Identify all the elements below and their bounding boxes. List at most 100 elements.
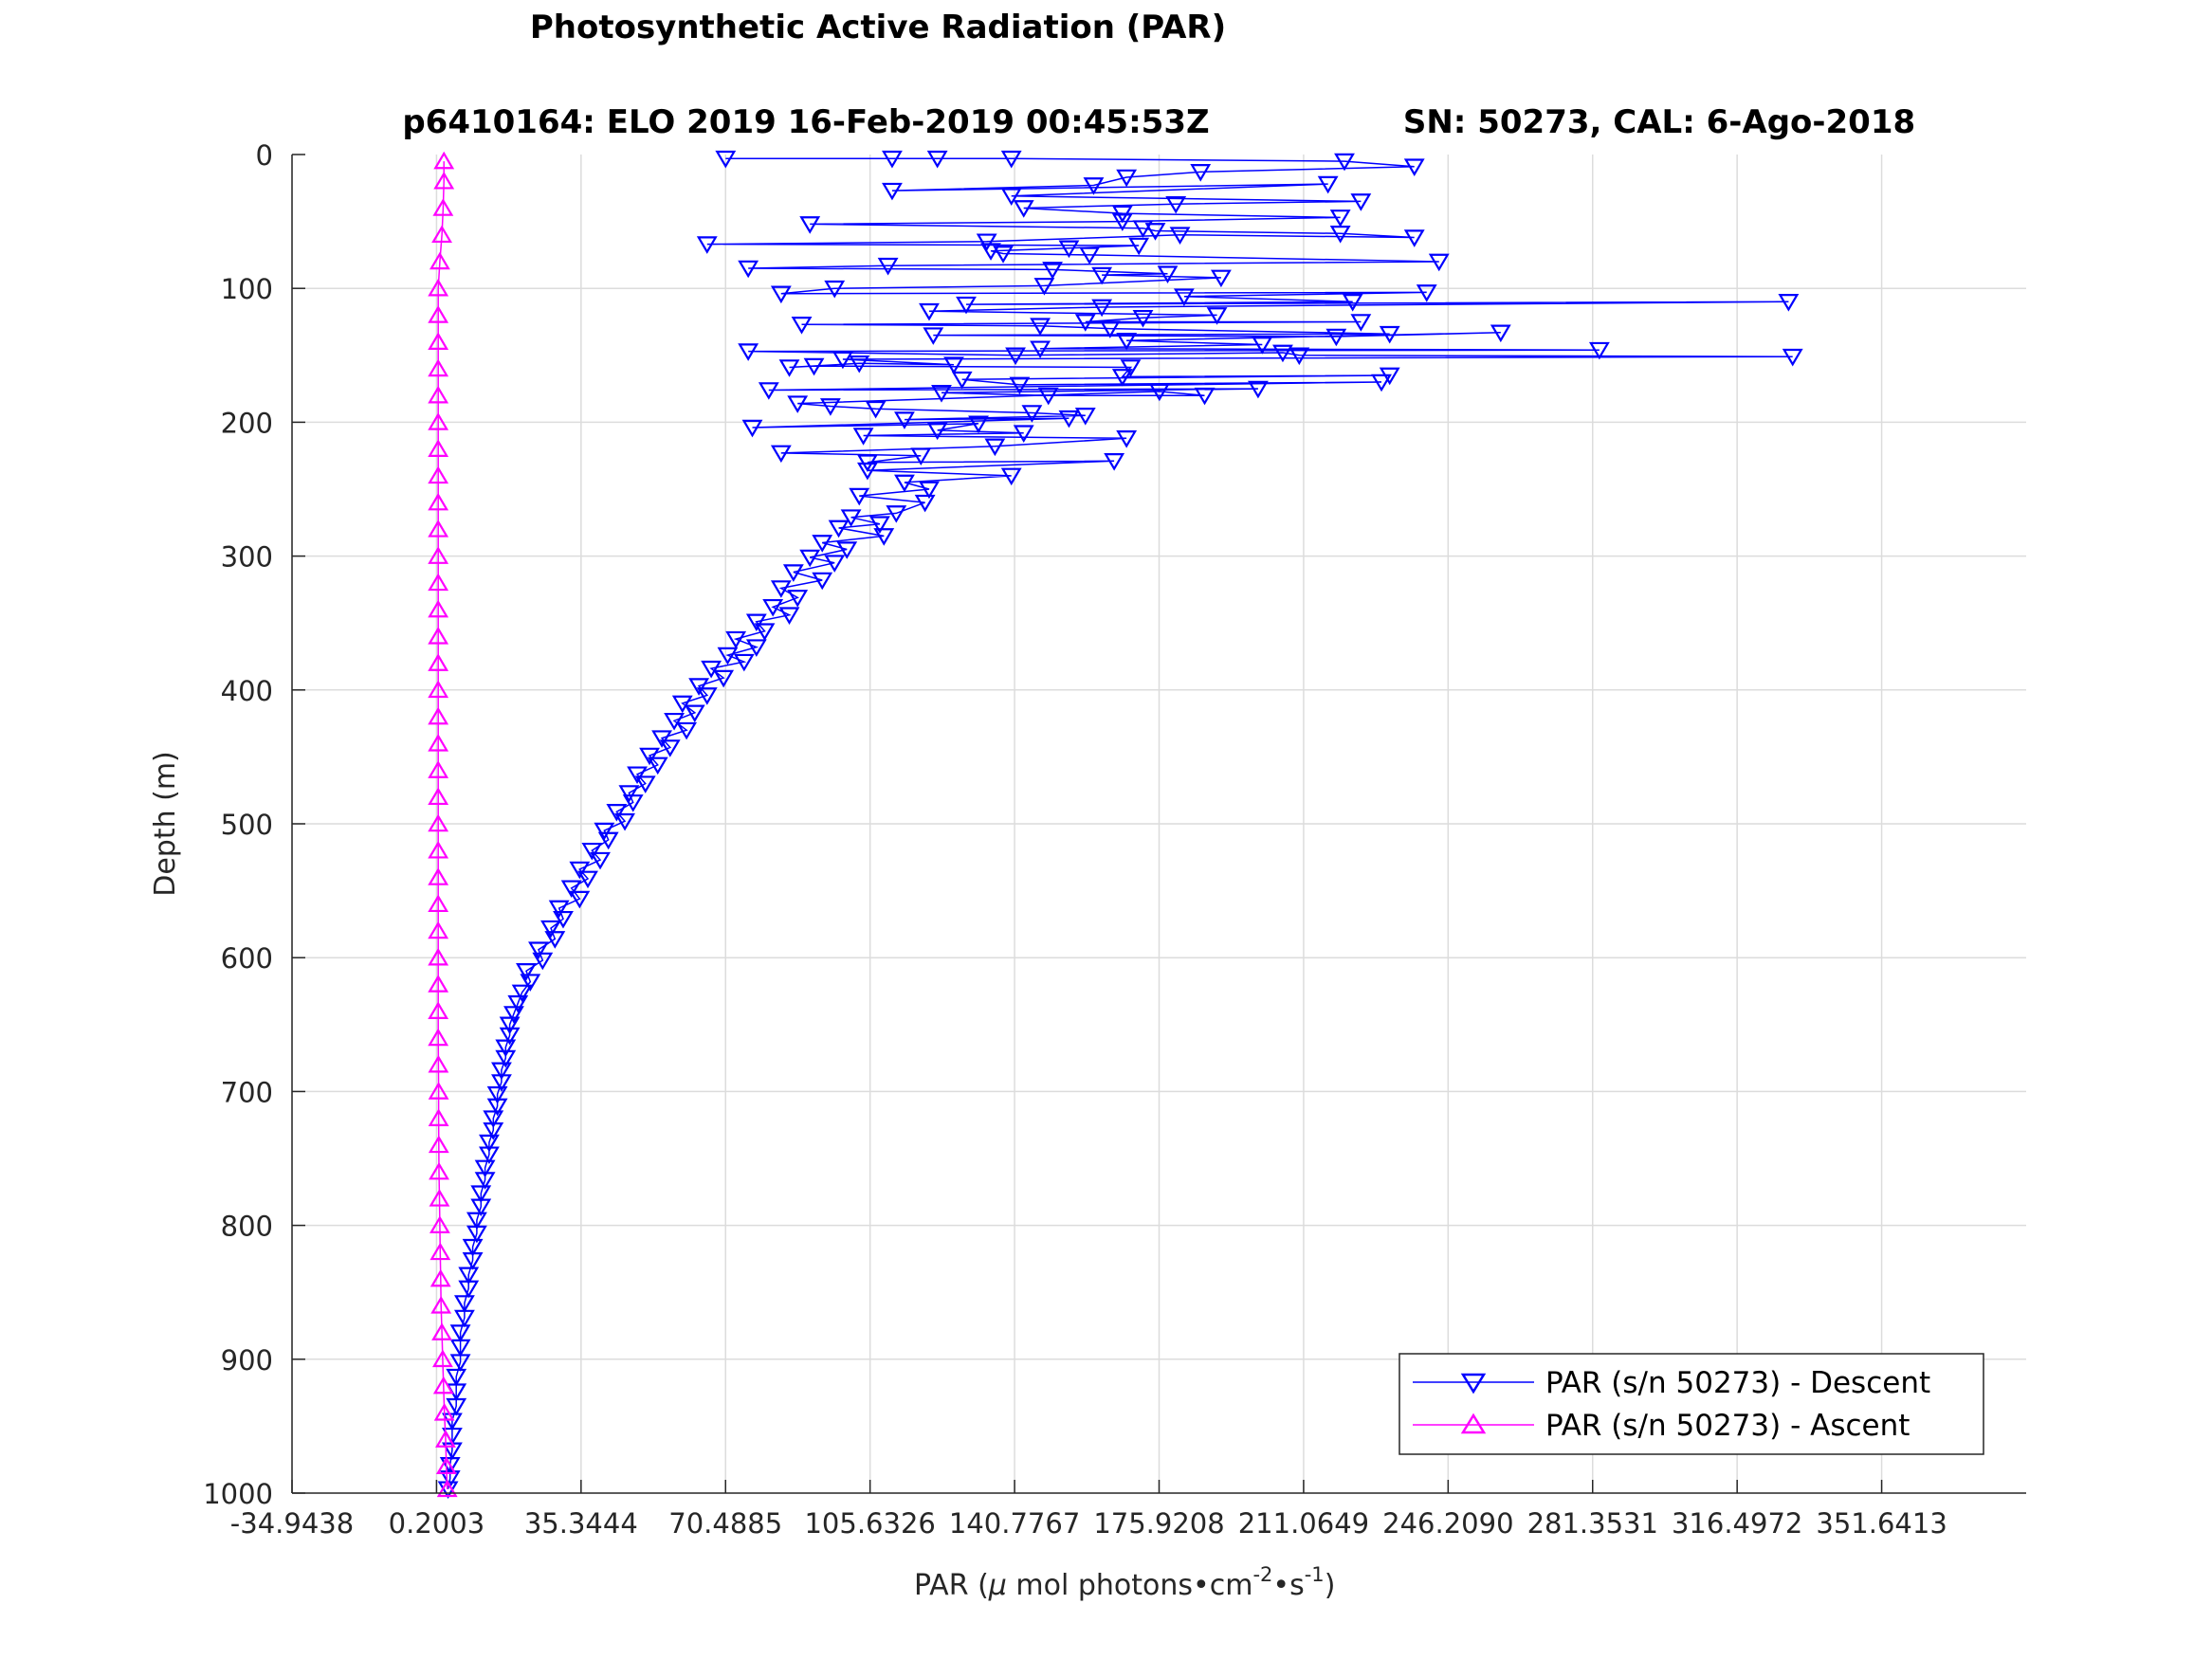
descent-point — [984, 438, 1006, 457]
ascent-point — [428, 1028, 449, 1047]
y-tick-label: 700 — [221, 1076, 273, 1108]
axes: -34.9438 0.2003 35.3444 70.4885 105.6326 140.… — [203, 139, 2026, 1540]
ascent-point — [435, 1456, 457, 1475]
descent-point — [569, 861, 591, 880]
descent-point — [914, 494, 936, 513]
descent-point — [873, 528, 895, 546]
x-axis-label-exp1: -2 — [1252, 1563, 1272, 1586]
descent-point — [684, 704, 705, 723]
ascent-point — [428, 734, 449, 752]
descent-point — [836, 541, 858, 559]
descent-point — [458, 1267, 480, 1285]
ascent-point — [431, 225, 452, 244]
ascent-point — [428, 492, 449, 511]
y-tick-label: 500 — [221, 809, 273, 841]
y-tick-label: 1000 — [203, 1478, 273, 1510]
descent-point — [544, 931, 566, 949]
ascent-point — [428, 358, 449, 377]
descent-point — [1074, 408, 1096, 426]
descent-point — [787, 395, 809, 413]
descent-point — [1111, 369, 1133, 387]
descent-point — [799, 216, 821, 234]
descent-point — [1329, 226, 1351, 244]
descent-point — [745, 639, 767, 657]
descent-point — [852, 428, 874, 446]
descent-point — [627, 766, 648, 785]
descent-point — [458, 1280, 480, 1299]
descent-point — [466, 1225, 487, 1244]
ascent-point — [431, 1322, 452, 1340]
descent-point — [919, 481, 940, 500]
descent-point — [577, 870, 598, 889]
descent-point — [778, 607, 800, 625]
ascent-point — [428, 1054, 449, 1073]
descent-point — [449, 1354, 471, 1372]
descent-point — [441, 1413, 463, 1431]
descent-point — [1083, 177, 1105, 195]
x-tick-label: 0.2003 — [389, 1507, 484, 1540]
descent-point — [474, 1172, 496, 1190]
y-tick-label: 800 — [221, 1211, 273, 1243]
descent-point — [499, 1027, 521, 1046]
descent-point — [1128, 237, 1150, 256]
plot-area: -34.9438 0.2003 35.3444 70.4885 105.6326 140.… — [203, 139, 2026, 1540]
descent-point — [894, 474, 915, 493]
descent-point — [1000, 467, 1022, 486]
descent-point — [951, 371, 973, 390]
descent-point — [1144, 223, 1166, 241]
descent-point — [1165, 195, 1187, 214]
descent-point — [569, 890, 591, 909]
ascent-point — [428, 1135, 449, 1154]
descent-point — [849, 487, 870, 506]
descent-point — [840, 509, 862, 527]
descent-point — [1778, 294, 1800, 312]
series-layer — [428, 150, 1803, 1500]
descent-point — [664, 712, 686, 731]
descent-point — [491, 1074, 512, 1092]
descent-point — [634, 775, 656, 793]
descent-point — [856, 462, 878, 481]
descent-point — [1030, 318, 1051, 337]
x-tick-label: 211.0649 — [1238, 1507, 1369, 1540]
ascent-point — [428, 680, 449, 699]
descent-point — [770, 580, 792, 598]
ascent-point — [430, 1268, 451, 1287]
y-tick-label: 300 — [221, 541, 273, 574]
y-tick-label: 100 — [221, 273, 273, 305]
descent-point — [479, 1146, 500, 1165]
descent-point — [1116, 169, 1138, 188]
descent-point — [581, 842, 603, 861]
legend-descent-label: PAR (s/n 50273) - Descent — [1545, 1366, 1930, 1400]
descent-point — [745, 613, 767, 632]
descent-point — [540, 920, 561, 939]
ascent-point — [429, 251, 450, 270]
descent-point — [701, 660, 722, 679]
descent-point — [1334, 153, 1355, 172]
descent-point — [1403, 158, 1425, 176]
descent-point — [799, 549, 821, 568]
descent-point — [791, 317, 813, 335]
y-tick-label: 600 — [221, 942, 273, 975]
ascent-point — [428, 921, 449, 939]
descent-point — [1104, 453, 1125, 471]
y-tick-label: 0 — [256, 139, 273, 172]
descent-point — [715, 150, 737, 169]
descent-point — [553, 910, 574, 929]
ascent-point — [428, 412, 449, 430]
descent-point — [1252, 337, 1273, 355]
descent-point — [770, 285, 792, 304]
descent-point — [486, 1085, 508, 1104]
descent-point — [882, 150, 903, 169]
descent-point — [1058, 410, 1080, 428]
descent-point — [919, 302, 940, 321]
descent-point — [976, 233, 997, 252]
legend-descent-marker — [1460, 1373, 1487, 1395]
ascent-point — [433, 171, 455, 190]
descent-point — [1350, 193, 1372, 211]
descent-point — [1329, 210, 1351, 228]
descent-point — [532, 952, 554, 971]
y-axis-label: Depth (m) — [149, 751, 182, 897]
legend: PAR (s/n 50273) - Descent PAR (s/n 50273… — [1398, 1353, 1984, 1455]
descent-point — [548, 900, 570, 919]
descent-point — [453, 1309, 475, 1328]
